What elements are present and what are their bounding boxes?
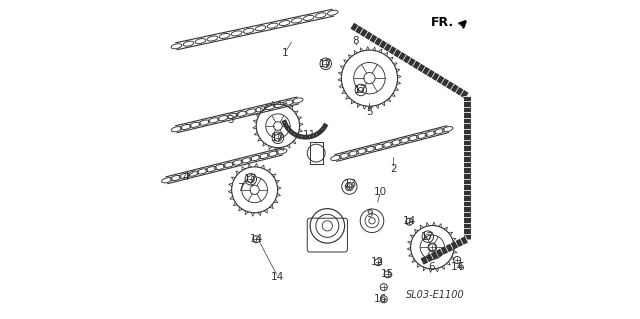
Text: SL03-E1100: SL03-E1100: [406, 290, 465, 300]
Text: 13: 13: [344, 179, 357, 189]
Text: 1: 1: [282, 48, 288, 58]
Text: 14: 14: [403, 216, 416, 226]
Text: 10: 10: [374, 187, 387, 197]
Circle shape: [247, 176, 254, 183]
Text: 6: 6: [457, 262, 463, 272]
Circle shape: [380, 296, 387, 303]
Circle shape: [380, 284, 387, 291]
Text: 17: 17: [244, 174, 257, 184]
Text: 14: 14: [250, 234, 263, 244]
Text: 17: 17: [421, 232, 435, 242]
Circle shape: [454, 256, 461, 263]
Circle shape: [429, 244, 436, 251]
Circle shape: [384, 271, 391, 278]
Text: 7: 7: [237, 182, 244, 193]
Circle shape: [275, 134, 282, 141]
Text: 17: 17: [271, 133, 285, 143]
Text: 16: 16: [374, 294, 387, 304]
Text: 5: 5: [366, 107, 372, 117]
Text: 11: 11: [303, 130, 316, 140]
Text: 2: 2: [390, 164, 397, 174]
Text: 6: 6: [428, 262, 435, 272]
Text: FR.: FR.: [431, 17, 454, 29]
Text: 15: 15: [380, 269, 394, 279]
Text: 14: 14: [451, 262, 464, 272]
Text: 17: 17: [354, 85, 367, 95]
Text: 12: 12: [371, 257, 384, 267]
Text: 3: 3: [227, 115, 234, 125]
Text: 14: 14: [271, 272, 285, 282]
Circle shape: [374, 259, 381, 266]
Text: 8: 8: [352, 36, 358, 46]
Text: 9: 9: [366, 209, 372, 219]
Circle shape: [253, 236, 260, 243]
Circle shape: [406, 218, 413, 225]
Circle shape: [346, 184, 352, 189]
Text: 4: 4: [182, 172, 189, 182]
Circle shape: [322, 60, 329, 67]
Text: 17: 17: [319, 59, 332, 69]
